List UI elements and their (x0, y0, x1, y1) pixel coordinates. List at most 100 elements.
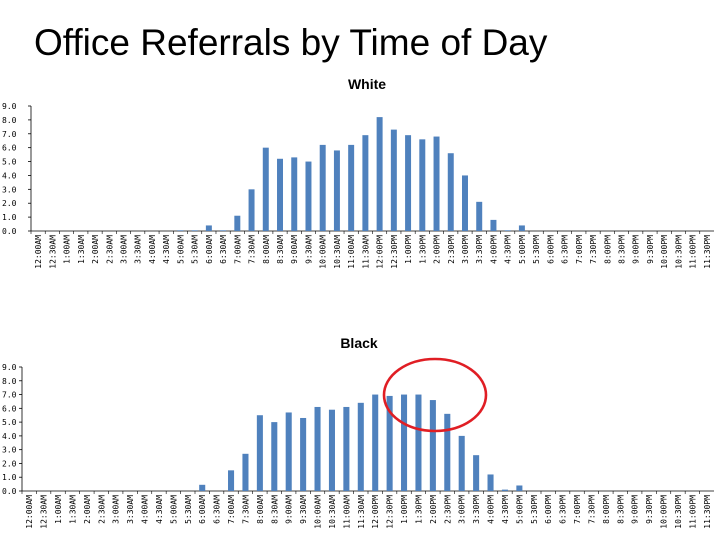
x-tick-label: 7:00AM (233, 235, 242, 264)
x-tick-label: 3:30AM (126, 495, 135, 524)
x-tick-label: 1:00AM (54, 495, 63, 524)
x-tick-label: 1:00PM (400, 495, 409, 524)
bar (444, 413, 451, 491)
x-tick-label: 5:30AM (191, 235, 200, 264)
x-tick-label: 6:30PM (561, 235, 570, 264)
x-tick-label: 6:30AM (213, 495, 222, 524)
x-tick-label: 4:00PM (487, 495, 496, 524)
x-tick-label: 2:30PM (443, 495, 452, 524)
bar (433, 136, 440, 231)
x-tick-label: 12:00AM (34, 235, 43, 269)
y-tick-label: 0.0 (2, 227, 17, 236)
chart-black: 0.0 1.0 2.0 3.0 4.0 5.0 6.0 7.0 8.0 9.0 12:00AM 12:… (2, 357, 714, 529)
bar (357, 402, 364, 491)
x-tick-label: 9:00AM (285, 495, 294, 524)
bar (518, 225, 525, 231)
x-tick-label: 5:30AM (184, 495, 193, 524)
x-tick-label: 5:00AM (176, 235, 185, 264)
bar (291, 157, 298, 231)
x-tick-label: 5:00PM (515, 495, 524, 524)
bar (300, 417, 307, 491)
bar (516, 485, 523, 491)
y-tick-label: 1.0 (2, 473, 17, 482)
x-tick-label: 7:30AM (248, 235, 257, 264)
bar (205, 225, 212, 231)
x-tick-label: 1:30AM (77, 235, 86, 264)
x-tick-label: 9:00PM (632, 235, 641, 264)
x-tick-label: 8:00PM (602, 495, 611, 524)
bar (415, 394, 422, 491)
y-tick-label: 8.0 (2, 116, 17, 125)
bar (248, 189, 255, 231)
x-tick-label: 10:00PM (660, 495, 669, 529)
y-tick-label: 8.0 (2, 377, 17, 386)
x-tick-label: 8:00AM (256, 495, 265, 524)
x-tick-label: 3:30PM (475, 235, 484, 264)
bar (462, 175, 468, 231)
x-tick-label: 12:30AM (48, 235, 57, 269)
bar (372, 394, 379, 491)
y-tick-label: 6.0 (2, 144, 17, 153)
x-tick-label: 6:30AM (219, 235, 228, 264)
y-tick-label: 7.0 (2, 130, 17, 139)
bar (256, 415, 263, 491)
bar (234, 215, 241, 231)
bar (262, 147, 269, 231)
x-tick-label: 5:00PM (518, 235, 527, 264)
bar (390, 129, 397, 231)
bar (242, 453, 249, 491)
x-tick-label: 12:00PM (371, 495, 380, 529)
bar (419, 139, 426, 231)
x-tick-label: 12:00AM (25, 495, 34, 529)
x-tick-label: 4:00AM (141, 495, 150, 524)
x-tick-label: 5:30PM (530, 495, 539, 524)
x-tick-label: 3:30PM (472, 495, 481, 524)
x-tick-label: 11:00PM (689, 235, 698, 269)
bar (348, 144, 355, 231)
x-tick-label: 6:00AM (205, 235, 214, 264)
x-tick-label: 12:00PM (376, 235, 385, 269)
x-tick-label: 2:00PM (433, 235, 442, 264)
x-tick-label: 9:30AM (299, 495, 308, 524)
y-tick-label: 7.0 (2, 391, 17, 400)
x-tick-label: 10:00AM (319, 235, 328, 269)
x-tick-label: 7:30PM (587, 495, 596, 524)
bar (504, 230, 511, 231)
y-tick-label: 2.0 (2, 199, 17, 208)
x-tick-label: 5:00AM (169, 495, 178, 524)
y-tick-label: 9.0 (2, 102, 17, 111)
bar (386, 395, 393, 491)
x-tick-label: 7:30PM (589, 235, 598, 264)
x-tick-label: 9:30AM (304, 235, 313, 264)
x-tick-label: 10:30PM (674, 235, 683, 269)
x-tick-label: 3:00PM (458, 495, 467, 524)
x-tick-label: 2:30PM (447, 235, 456, 264)
x-tick-label: 3:30AM (134, 235, 143, 264)
x-tick-label: 11:30AM (357, 495, 366, 529)
bar (305, 161, 312, 231)
chart-title-white: White (347, 76, 387, 92)
x-tick-label: 12:30PM (390, 235, 399, 269)
x-tick-label: 2:00PM (429, 495, 438, 524)
x-tick-label: 8:00PM (603, 235, 612, 264)
bar (333, 150, 340, 231)
x-tick-label: 8:30PM (618, 235, 627, 264)
x-tick-label: 7:30AM (241, 495, 250, 524)
x-tick-label: 4:30AM (162, 235, 171, 264)
bar (376, 117, 383, 231)
bar (458, 435, 465, 491)
bar (228, 470, 235, 491)
x-tick-label: 9:00PM (631, 495, 640, 524)
x-tick-label: 4:30PM (504, 235, 513, 264)
x-tick-label: 11:30PM (703, 495, 712, 529)
x-tick-label: 12:30AM (40, 495, 49, 529)
x-tick-label: 5:30PM (532, 235, 541, 264)
x-tick-label: 10:30PM (674, 495, 683, 529)
x-tick-label: 11:30PM (703, 235, 712, 269)
bar (501, 489, 508, 491)
x-tick-label: 10:30AM (328, 495, 337, 529)
x-tick-label: 10:30AM (333, 235, 342, 269)
x-tick-label: 7:00PM (575, 235, 584, 264)
bar (271, 422, 278, 491)
